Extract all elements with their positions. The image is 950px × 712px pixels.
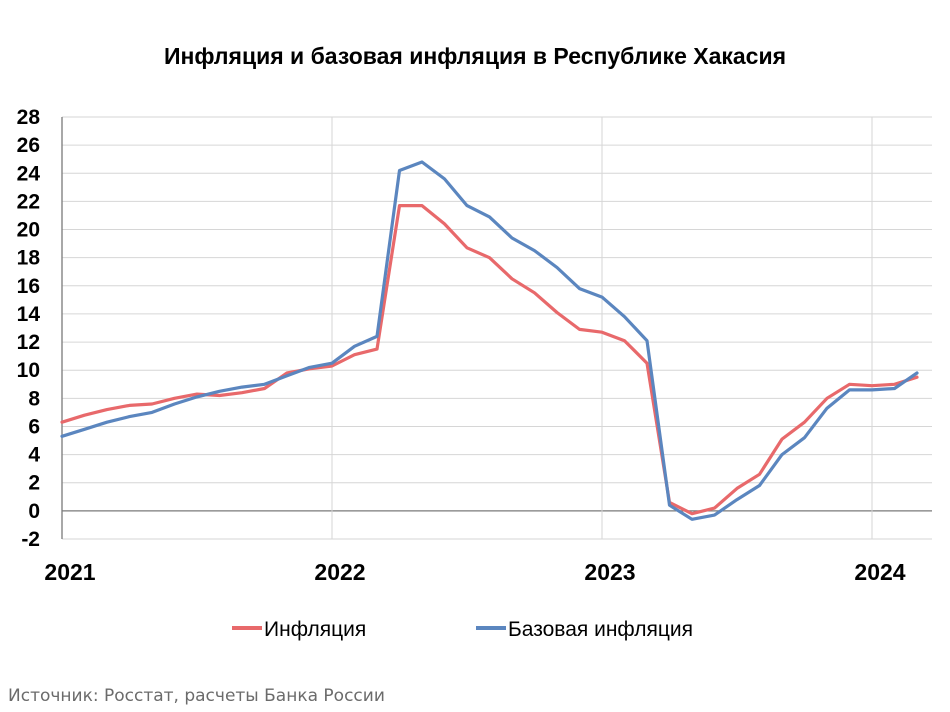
x-tick-label: 2023: [584, 559, 635, 585]
y-tick-label: 20: [17, 219, 40, 242]
y-tick-label: 14: [17, 303, 41, 326]
legend: Инфляция Базовая инфляция: [232, 618, 693, 641]
y-tick-label: 26: [17, 134, 40, 157]
x-tick-label: 2021: [44, 559, 95, 585]
y-tick-label: 4: [28, 444, 40, 467]
y-tick-label: 12: [17, 331, 40, 354]
chart-title: Инфляция и базовая инфляция в Республике…: [164, 43, 786, 69]
series-line-inflation: [60, 204, 919, 516]
legend-label-inflation: Инфляция: [264, 618, 366, 641]
x-tick-label: 2024: [854, 559, 905, 585]
y-tick-label: 22: [17, 190, 40, 213]
series-lines: [60, 160, 919, 521]
series-line-core-inflation: [60, 160, 919, 521]
x-axis-ticks: 2021 2022 2023 2024: [44, 559, 905, 585]
y-tick-label: 16: [17, 275, 40, 298]
y-tick-label: 8: [28, 387, 40, 410]
y-tick-label: 28: [17, 106, 41, 129]
y-tick-label: 24: [17, 162, 41, 185]
y-tick-label: 18: [17, 247, 41, 270]
x-tick-label: 2022: [314, 559, 365, 585]
y-tick-label: 6: [28, 415, 40, 438]
y-tick-label: 0: [28, 500, 40, 523]
legend-label-core-inflation: Базовая инфляция: [508, 618, 693, 641]
y-tick-label: 2: [28, 472, 40, 495]
y-tick-label: -2: [21, 528, 40, 551]
gridlines: [61, 116, 932, 540]
y-tick-label: 10: [17, 359, 40, 382]
source-note: Источник: Росстат, расчеты Банка России: [8, 686, 385, 706]
